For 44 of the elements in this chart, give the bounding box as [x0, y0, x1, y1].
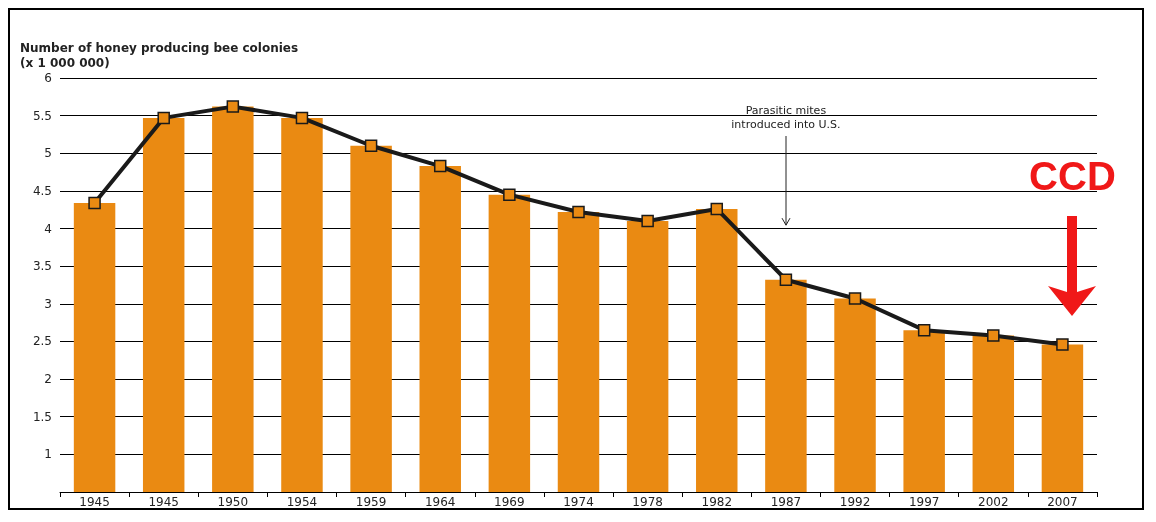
x-tick-label: 1959	[355, 495, 387, 509]
x-tick-label: 1950	[217, 495, 249, 509]
x-tick-label: 1997	[908, 495, 940, 509]
y-tick-label: 3.5	[32, 259, 52, 274]
x-tick-label: 1969	[494, 495, 525, 509]
point	[88, 196, 101, 210]
point	[1056, 338, 1069, 351]
y-tick-label: 4	[44, 221, 52, 236]
annotation: CCD	[1029, 154, 1116, 199]
x-tick-label: 1974	[563, 495, 594, 509]
y-tick-label: 5.5	[32, 108, 52, 123]
y-axis-title: Number of honey producing bee colonies (x 1 000 000)	[20, 40, 299, 70]
x-tick-label: 1992	[839, 495, 871, 509]
x-tick-label: 1987	[770, 495, 802, 509]
y-tick-label: 6	[44, 71, 52, 85]
point	[572, 205, 585, 219]
x-tick-label: 1964	[424, 495, 456, 509]
point	[848, 292, 862, 305]
point	[779, 273, 793, 286]
point	[157, 111, 170, 125]
y-tick-label: 5	[44, 146, 52, 161]
x-tick-label: 1945	[148, 495, 179, 509]
point	[917, 323, 931, 337]
y-tick-label: 2.5	[32, 334, 52, 349]
x-tick-label: 1954	[286, 495, 318, 509]
point	[364, 139, 378, 152]
point	[641, 214, 654, 228]
x-tick-label: 1978	[632, 495, 663, 509]
point	[710, 202, 724, 216]
x-tick-label: 2007	[1047, 495, 1078, 509]
x-tick-label: 2002	[978, 495, 1009, 509]
x-tick-label: 1945	[79, 495, 110, 509]
annotation: Parasitic mites introduced into U.S.	[731, 104, 841, 132]
y-tick-label: 1.5	[32, 409, 52, 424]
point	[503, 188, 516, 201]
point	[226, 100, 240, 113]
y-tick-label: 1	[44, 447, 52, 462]
point	[987, 329, 1000, 342]
point	[433, 159, 447, 173]
y-tick-label: 4.5	[32, 183, 52, 198]
y-tick-label: 3	[44, 296, 52, 311]
point	[295, 111, 309, 125]
x-tick-label: 1982	[701, 495, 733, 509]
y-tick-label: 2	[44, 372, 52, 387]
